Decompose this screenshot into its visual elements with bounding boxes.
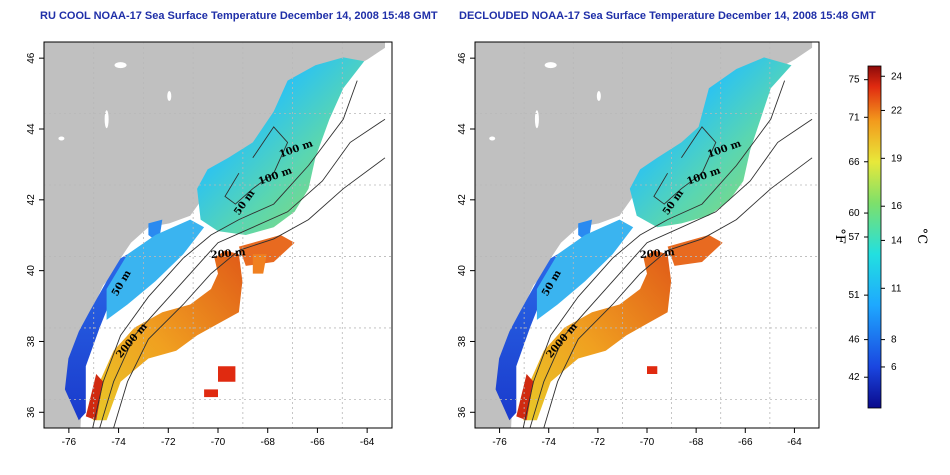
lake [596,91,601,102]
celsius-tick-label: 16 [891,201,903,212]
y-tick-label: 36 [457,406,468,418]
celsius-tick-label: 11 [891,283,902,294]
celsius-unit-label: °C [914,228,929,245]
x-tick-label: -68 [689,437,704,448]
slope-warm-water [667,235,723,266]
celsius-tick-label: 14 [891,235,903,246]
y-tick-label: 42 [26,194,37,206]
x-tick-label: -64 [787,437,802,448]
lake [58,136,65,141]
lake [534,110,539,129]
colorbar-bar [867,65,882,409]
y-tick-label: 40 [26,265,37,277]
lake [489,136,496,141]
y-tick-label: 44 [457,123,468,135]
celsius-tick-label: 22 [891,105,903,116]
celsius-tick-label: 8 [891,335,897,346]
y-tick-label: 36 [26,406,37,418]
depth-contour [113,157,386,429]
x-tick-label: -66 [738,437,753,448]
y-tick-label: 42 [457,194,468,206]
fahrenheit-tick-label: 51 [848,290,860,301]
gulf-stream-water [92,250,243,421]
x-tick-label: -66 [310,437,325,448]
fahrenheit-tick-label: 66 [848,157,860,168]
depth-contour [92,80,358,429]
depth-contour [99,118,386,429]
warm-eddy [218,366,236,382]
x-tick-label: -72 [591,437,606,448]
celsius-tick-label: 19 [891,153,903,164]
land-mass [44,42,385,428]
y-tick-label: 44 [26,123,37,135]
mid-shelf-water [106,219,205,320]
fahrenheit-tick-label: 42 [848,372,860,383]
lake [104,110,109,129]
left-map-title: RU COOL NOAA-17 Sea Surface Temperature … [40,10,438,22]
warm-eddy [647,366,658,374]
x-tick-label: -70 [640,437,655,448]
contour-label: 200 m [210,247,246,261]
fahrenheit-tick-label: 46 [848,335,860,346]
fahrenheit-tick-label: 57 [848,232,860,243]
fahrenheit-unit-label: °F [832,228,847,244]
x-tick-label: -74 [541,437,556,448]
depth-contour [529,118,813,429]
gulf-stream-core [516,374,534,421]
lake [167,91,172,102]
contour-label: 200 m [639,247,675,261]
x-tick-label: -76 [492,437,507,448]
mid-shelf-water [536,219,634,320]
lake [114,62,127,69]
depth-contour [543,157,813,429]
celsius-tick-label: 24 [891,71,903,82]
depth-contour [522,80,786,429]
y-tick-label: 38 [26,336,37,348]
warm-eddy [252,254,267,274]
fahrenheit-tick-label: 75 [848,75,860,86]
y-tick-label: 46 [26,52,37,64]
x-tick-label: -76 [62,437,77,448]
x-tick-label: -74 [111,437,126,448]
x-tick-label: -64 [360,437,375,448]
warm-eddy [204,389,218,398]
gulf-stream-water [523,250,672,421]
celsius-tick-label: 6 [891,362,897,373]
depth-contour [653,126,717,205]
lake [544,62,557,69]
shelf-water [197,57,365,236]
x-tick-label: -72 [161,437,176,448]
temperature-colorbar: 75 71 66 60 57 51 46 42 24 22 19 16 14 11 8 6 °F °C [832,65,929,409]
y-tick-label: 38 [457,336,468,348]
right-map-title: DECLOUDED NOAA-17 Sea Surface Temperatur… [459,10,876,22]
x-tick-label: -70 [211,437,226,448]
fahrenheit-tick-label: 71 [848,112,860,123]
y-tick-label: 40 [457,265,468,277]
land-mass [475,42,813,428]
fahrenheit-tick-label: 60 [848,208,860,219]
depth-contour [224,126,289,205]
x-tick-label: -68 [260,437,275,448]
gulf-stream-core [85,374,104,421]
y-tick-label: 46 [457,52,468,64]
